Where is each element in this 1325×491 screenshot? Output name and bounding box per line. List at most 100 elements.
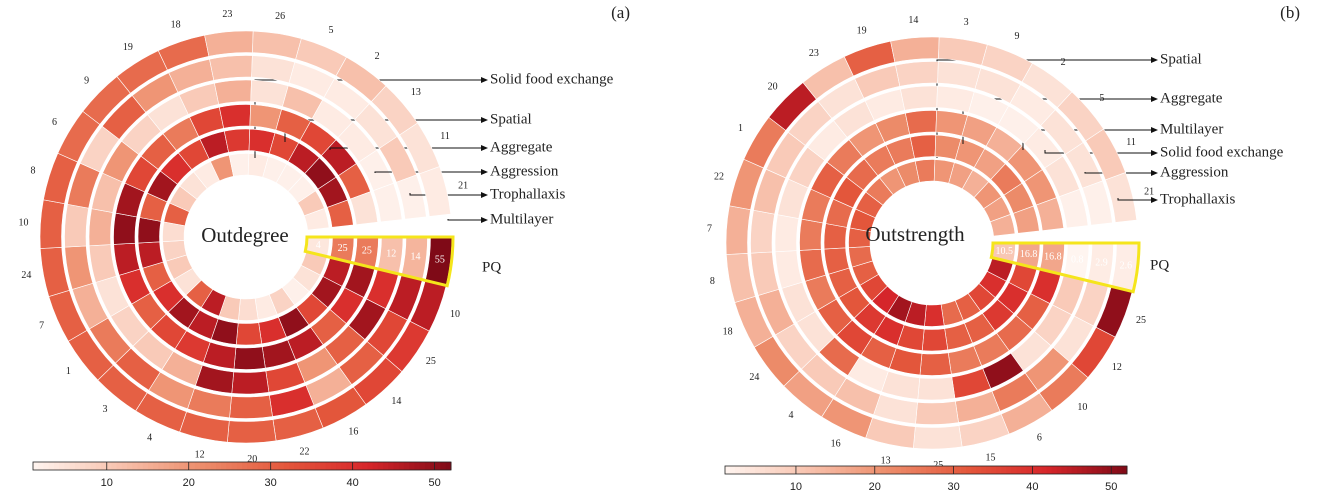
heat-cell [349,191,379,225]
colorbar-swatch [1106,466,1113,474]
colorbar-swatch [393,462,400,470]
colorbar-swatch [1036,466,1043,474]
colorbar-swatch [915,466,922,474]
colorbar-swatch [59,462,65,470]
heat-cell [227,419,277,444]
colorbar-tick-label: 50 [428,477,440,489]
layer-arrow [409,193,486,196]
layer-label: Spatial [1160,51,1202,67]
colorbar-swatch [1021,466,1027,474]
node-label: 1 [738,123,743,134]
cell-value-label: 55 [435,254,445,265]
colorbar-swatch [810,466,816,474]
colorbar-swatch [200,462,206,470]
colorbar-swatch [367,462,374,470]
layer-label: Spatial [490,111,532,127]
node-label: 10 [1077,402,1087,413]
layer-label: Solid food exchange [490,71,614,87]
colorbar-swatch [430,462,436,470]
heat-cell [372,182,403,223]
layer-label: Trophallaxis [490,186,565,202]
colorbar-swatch [725,466,731,474]
colorbar-swatch [905,466,912,474]
heat-cell [113,242,141,276]
colorbar-swatch [1076,466,1083,474]
heat-cell [924,303,945,327]
node-label: 13 [881,455,891,466]
colorbar-swatch [247,462,253,470]
colorbar-swatch [325,462,332,470]
colorbar-swatch [315,462,321,470]
colorbar-swatch [860,466,867,474]
colorbar-swatch [252,462,259,470]
colorbar-swatch [100,462,107,470]
colorbar-swatch [80,462,86,470]
heat-cell [1012,205,1040,234]
colorbar-swatch [189,462,196,470]
colorbar-swatch [163,462,170,470]
colorbar-swatch [289,462,295,470]
node-label: 16 [348,427,358,438]
layer-label: Trophallaxis [1160,191,1235,207]
colorbar-swatch [850,466,857,474]
colorbar-swatch [168,462,175,470]
arrow-head [1151,170,1158,176]
colorbar-swatch [795,466,801,474]
heat-cell [204,30,254,57]
colorbar-swatch [346,462,353,470]
colorbar-swatch [890,466,897,474]
colorbar-swatch [242,462,248,470]
node-label: 3 [964,17,969,28]
heat-cell [303,208,330,231]
panel-label: (b) [1280,3,1300,22]
colorbar-swatch [770,466,776,474]
highlight-box [989,241,1141,294]
colorbar-swatch [1096,466,1103,474]
colorbar-swatch [1101,466,1108,474]
node-label: 19 [857,26,867,37]
colorbar-tick-label: 50 [1105,481,1117,491]
arrow-head [1151,96,1158,102]
colorbar-swatch [780,466,786,474]
colorbar-swatch [283,462,290,470]
arrow-head [481,217,488,223]
colorbar-swatch [1071,466,1078,474]
heat-cell [64,203,89,248]
colorbar-swatch [986,466,992,474]
colorbar-swatch [760,466,766,474]
colorbar-swatch [398,462,405,470]
colorbar-swatch [740,466,746,474]
heat-cell [252,30,302,60]
colorbar-swatch [765,466,771,474]
layer-arrow [1117,198,1156,201]
colorbar-frame [724,465,1128,475]
cell-value-label: 14 [411,252,421,263]
node-label: 12 [1112,362,1122,373]
colorbar-swatch [991,466,997,474]
colorbar-swatch [900,466,907,474]
colorbar-swatch [377,462,384,470]
colorbar-swatch [95,462,102,470]
colorbar-swatch [174,462,180,470]
colorbar-tick-label: 20 [183,477,195,489]
colorbar-swatch [790,466,796,474]
colorbar-swatch [38,462,44,470]
colorbar-swatch [775,466,781,474]
arrow-head [481,117,488,123]
heat-cell [64,245,94,290]
heat-cell [250,79,289,107]
node-label: 5 [1099,93,1104,104]
colorbar-swatch [895,466,902,474]
colorbar-tick-label: 40 [1026,481,1038,491]
colorbar-swatch [1061,466,1068,474]
heat-cell [40,246,70,297]
colorbar-swatch [409,462,415,470]
colorbar-swatch [403,462,410,470]
colorbar-swatch [304,462,311,470]
colorbar-swatch [388,462,395,470]
colorbar-swatch [273,462,280,470]
heat-cell [214,79,252,105]
node-label: 2 [1061,57,1066,68]
colorbar-swatch [840,466,847,474]
colorbar-swatch [820,466,826,474]
